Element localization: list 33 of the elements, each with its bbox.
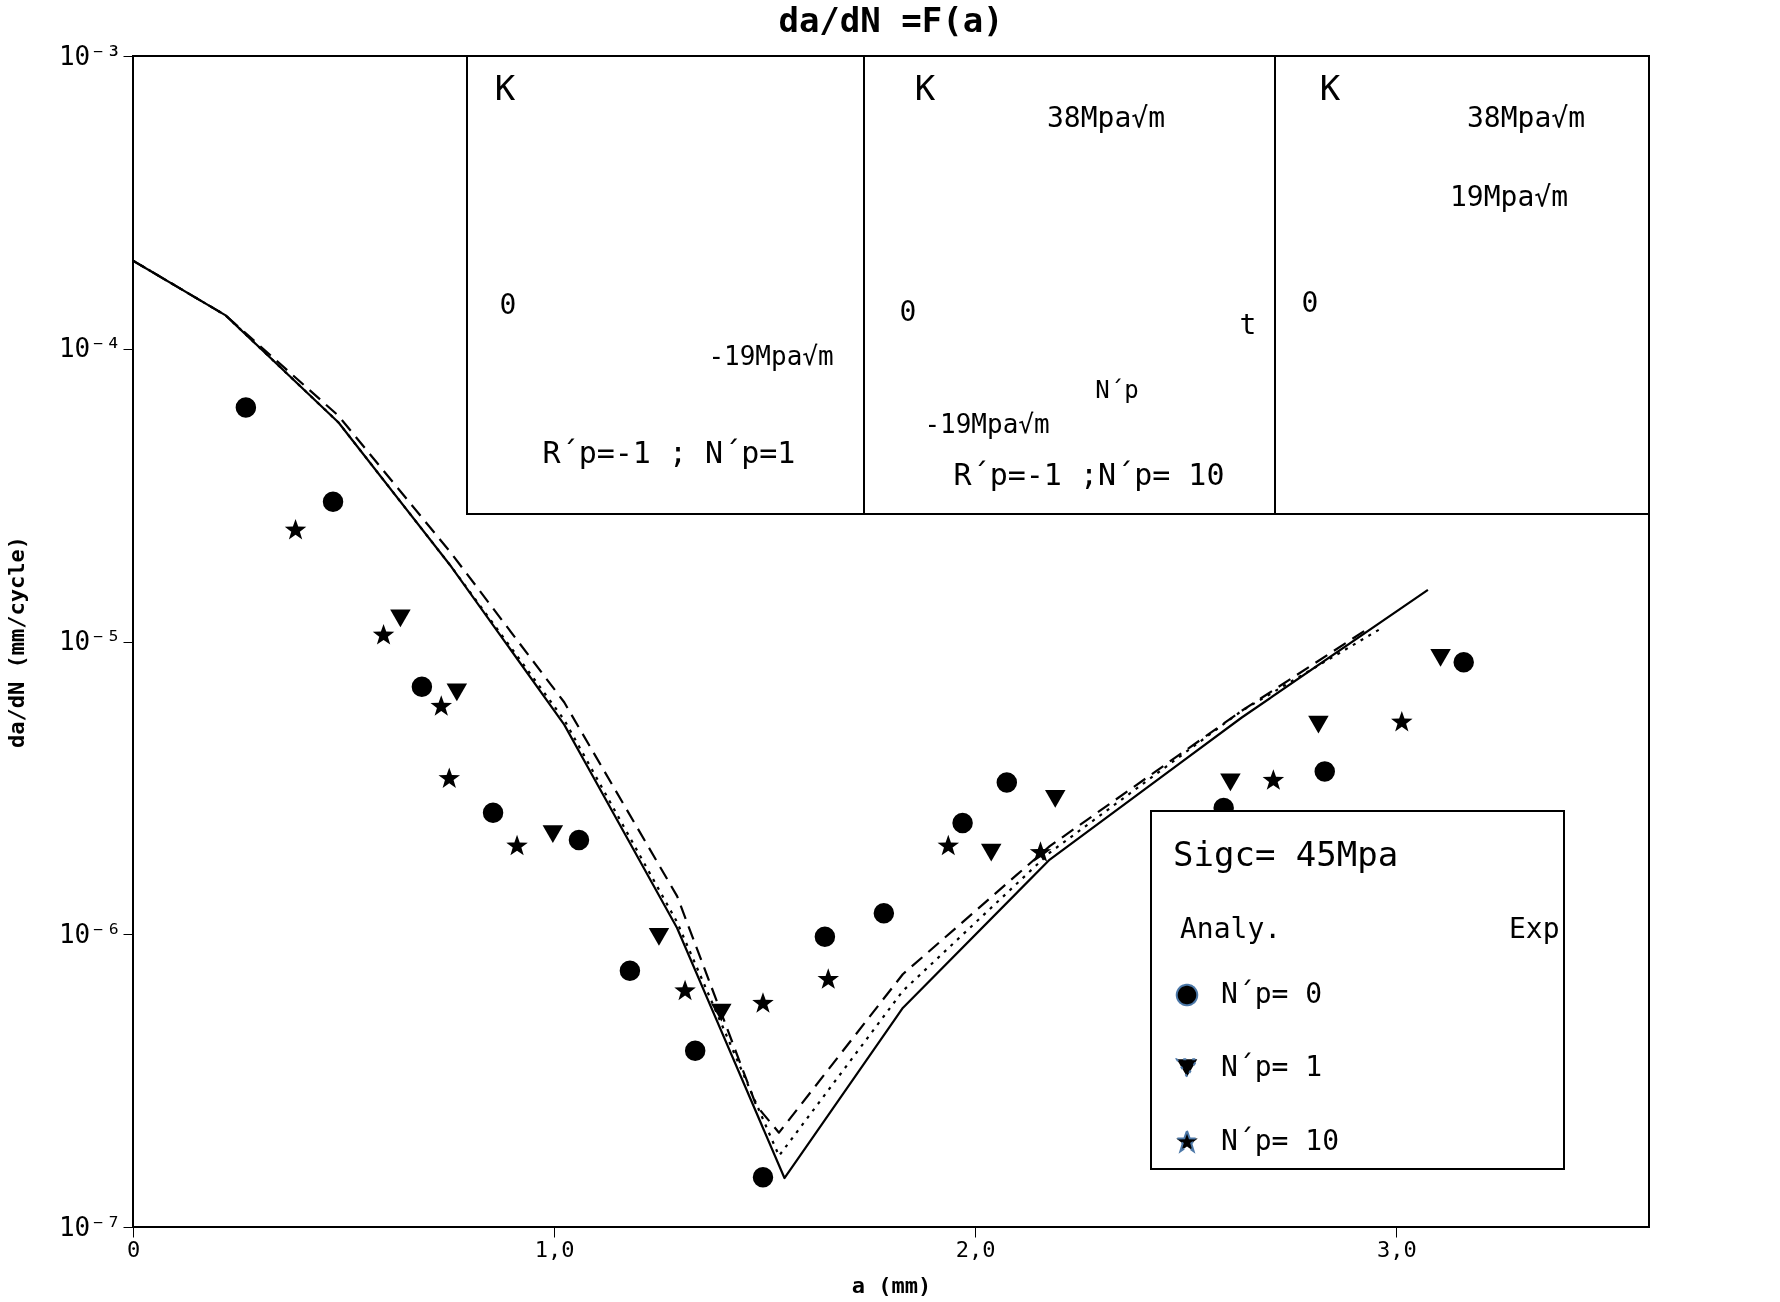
annotation: 19Mpa√m	[1449, 180, 1569, 213]
y-tick-label: 10⁻⁵	[58, 626, 122, 656]
legend-label: N´p= 0	[1221, 977, 1323, 1010]
annotation: R´p=-1 ; N´p=1	[542, 435, 796, 470]
annotation: -19Mpa√m	[708, 341, 834, 371]
x-tick-label: 1,0	[534, 1236, 575, 1262]
annotation: 0	[499, 288, 517, 321]
legend-label: N´p= 1	[1221, 1050, 1323, 1083]
annotation: t	[1239, 308, 1257, 341]
x-tick-label: 2,0	[955, 1236, 996, 1262]
x-axis-title: a (mm)	[851, 1272, 932, 1298]
annotation: 0	[899, 295, 917, 328]
y-tick-label: 10⁻⁷	[58, 1211, 122, 1242]
x-tick-label: 3,0	[1376, 1236, 1417, 1262]
annotation: R´p=-1 ;N´p= 10	[953, 457, 1225, 492]
legend-title: Sigc= 45Mpa	[1173, 834, 1399, 874]
annotation: K	[914, 68, 936, 108]
annotation: 38Mpa√m	[1046, 101, 1166, 134]
annotation: K	[494, 68, 516, 108]
annotation: 38Mpa√m	[1466, 101, 1586, 134]
y-tick-label: 10⁻⁶	[58, 918, 122, 949]
annotation: 0	[1301, 286, 1319, 319]
legend-label: N´p= 10	[1221, 1124, 1340, 1157]
x-tick-label: 0	[126, 1236, 141, 1262]
annotation: N´p	[1095, 376, 1139, 404]
y-axis-title: da/dN (mm/cycle)	[3, 536, 29, 748]
annotation: Analy.	[1180, 912, 1282, 945]
chart-title: da/dN =F(a)	[778, 0, 1004, 40]
annotation: Exp	[1509, 912, 1560, 945]
y-tick-label: 10⁻³	[58, 40, 122, 71]
y-tick-label: 10⁻⁴	[58, 333, 122, 364]
annotation: -19Mpa√m	[924, 409, 1050, 439]
annotation: K	[1319, 68, 1341, 108]
